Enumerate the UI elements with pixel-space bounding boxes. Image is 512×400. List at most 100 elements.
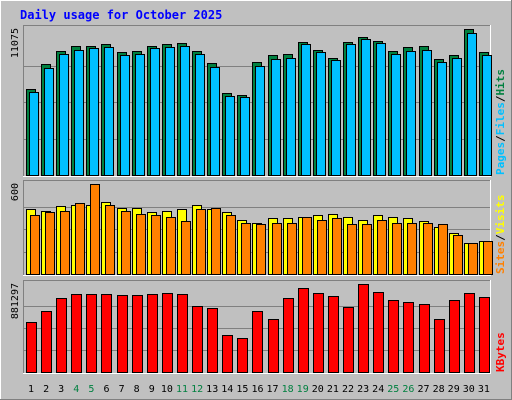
- x-tick-label-day-29: 29: [448, 384, 460, 395]
- bar-files-day-16: [255, 66, 265, 176]
- bar-sites-day-15: [241, 223, 251, 275]
- bar-files-day-23: [361, 39, 371, 176]
- bar-kbytes-day-3: [56, 298, 67, 373]
- y-max-label: 881297: [10, 283, 21, 319]
- bar-files-day-13: [210, 67, 220, 176]
- bar-files-day-12: [195, 54, 205, 176]
- legend-entry-pages: Pages: [494, 142, 507, 175]
- x-tick-label-day-20: 20: [312, 384, 324, 395]
- bar-kbytes-day-16: [252, 311, 263, 373]
- legend-separator: /: [494, 95, 507, 102]
- x-tick-label-day-10: 10: [161, 384, 173, 395]
- bar-kbytes-day-4: [71, 294, 82, 373]
- bar-kbytes-day-14: [222, 335, 233, 373]
- bar-sites-day-14: [226, 215, 236, 275]
- bar-sites-day-26: [407, 223, 417, 275]
- bar-kbytes-day-11: [177, 294, 188, 373]
- legend-visits-sites: Sites/Visits: [494, 195, 507, 275]
- bar-kbytes-day-18: [283, 298, 294, 373]
- x-tick-label-day-4: 4: [73, 384, 79, 395]
- legend-entry-sites: Sites: [494, 241, 507, 274]
- bar-kbytes-day-13: [207, 308, 218, 373]
- bar-kbytes-day-26: [403, 302, 414, 373]
- x-tick-label-day-22: 22: [342, 384, 354, 395]
- x-tick-label-day-28: 28: [433, 384, 445, 395]
- bar-files-day-18: [286, 58, 296, 176]
- x-tick-label-day-17: 17: [266, 384, 278, 395]
- bar-kbytes-day-20: [313, 293, 324, 373]
- bar-sites-day-13: [211, 208, 221, 275]
- y-max-label: 600: [10, 183, 21, 201]
- bar-files-day-17: [271, 59, 281, 176]
- legend-entry-visits: Visits: [494, 195, 507, 235]
- bar-files-day-21: [331, 60, 341, 176]
- x-tick-label-day-23: 23: [357, 384, 369, 395]
- x-tick-label-day-18: 18: [282, 384, 294, 395]
- bar-files-day-3: [59, 54, 69, 176]
- bar-files-day-10: [165, 47, 175, 176]
- bar-files-day-11: [180, 46, 190, 176]
- bar-sites-day-28: [438, 224, 448, 275]
- bar-files-day-19: [301, 44, 311, 176]
- bar-files-day-25: [391, 54, 401, 176]
- bar-kbytes-day-5: [86, 294, 97, 373]
- x-tick-label-day-15: 15: [236, 384, 248, 395]
- bar-kbytes-day-31: [479, 297, 490, 373]
- legend-entry-hits: Hits: [494, 69, 507, 96]
- bar-kbytes-day-9: [147, 294, 158, 373]
- bar-files-day-29: [452, 58, 462, 176]
- x-tick-label-day-31: 31: [478, 384, 490, 395]
- x-tick-label-day-30: 30: [463, 384, 475, 395]
- x-tick-label-day-25: 25: [387, 384, 399, 395]
- x-tick-label-day-3: 3: [58, 384, 64, 395]
- bar-kbytes-day-30: [464, 293, 475, 373]
- bar-sites-day-21: [332, 218, 342, 275]
- x-tick-label-day-12: 12: [191, 384, 203, 395]
- x-tick-label-day-24: 24: [372, 384, 384, 395]
- bar-files-day-1: [29, 92, 39, 176]
- bar-kbytes-day-1: [26, 322, 37, 373]
- bar-sites-day-12: [196, 209, 206, 275]
- x-tick-label-day-2: 2: [43, 384, 49, 395]
- bar-sites-day-8: [136, 214, 146, 275]
- bar-kbytes-day-27: [419, 304, 430, 373]
- bar-kbytes-day-7: [117, 295, 128, 373]
- bar-sites-day-30: [468, 243, 478, 275]
- x-tick-label-day-8: 8: [134, 384, 140, 395]
- bar-kbytes-day-21: [328, 296, 339, 373]
- bar-files-day-22: [346, 44, 356, 176]
- panel-visits-sites: 600 Sites/Visits: [10, 180, 507, 276]
- bar-files-day-6: [104, 47, 114, 176]
- x-tick-label-day-27: 27: [417, 384, 429, 395]
- bar-sites-day-10: [166, 217, 176, 275]
- bar-kbytes-day-28: [434, 319, 445, 373]
- bar-kbytes-day-22: [343, 307, 354, 373]
- bar-sites-day-18: [287, 223, 297, 275]
- legend-separator: /: [494, 234, 507, 241]
- bar-sites-day-24: [377, 220, 387, 275]
- bar-sites-day-5: [90, 184, 100, 275]
- bar-sites-day-22: [347, 224, 357, 275]
- bar-files-day-20: [316, 52, 326, 176]
- bar-sites-day-4: [75, 203, 85, 275]
- bar-kbytes-day-19: [298, 288, 309, 373]
- x-tick-label-day-21: 21: [327, 384, 339, 395]
- x-tick-label-day-14: 14: [221, 384, 233, 395]
- legend-hits-files-pages: Pages/Files/Hits: [494, 69, 507, 175]
- bar-kbytes-day-17: [268, 319, 279, 373]
- bar-kbytes-day-12: [192, 306, 203, 373]
- legend-entry-kbytes: KBytes: [494, 332, 507, 372]
- chart-title: Daily usage for October 2025: [20, 8, 222, 22]
- bar-files-day-28: [437, 62, 447, 176]
- y-max-label: 11075: [10, 28, 21, 58]
- bar-files-day-27: [422, 50, 432, 176]
- bar-sites-day-27: [423, 223, 433, 275]
- legend-entry-files: Files: [494, 102, 507, 135]
- bar-sites-day-20: [317, 220, 327, 275]
- bar-kbytes-day-15: [237, 338, 248, 373]
- legend-separator: /: [494, 135, 507, 142]
- bar-kbytes-day-8: [132, 295, 143, 373]
- bar-kbytes-day-29: [449, 300, 460, 373]
- bar-files-day-15: [240, 97, 250, 176]
- bar-sites-day-25: [392, 223, 402, 275]
